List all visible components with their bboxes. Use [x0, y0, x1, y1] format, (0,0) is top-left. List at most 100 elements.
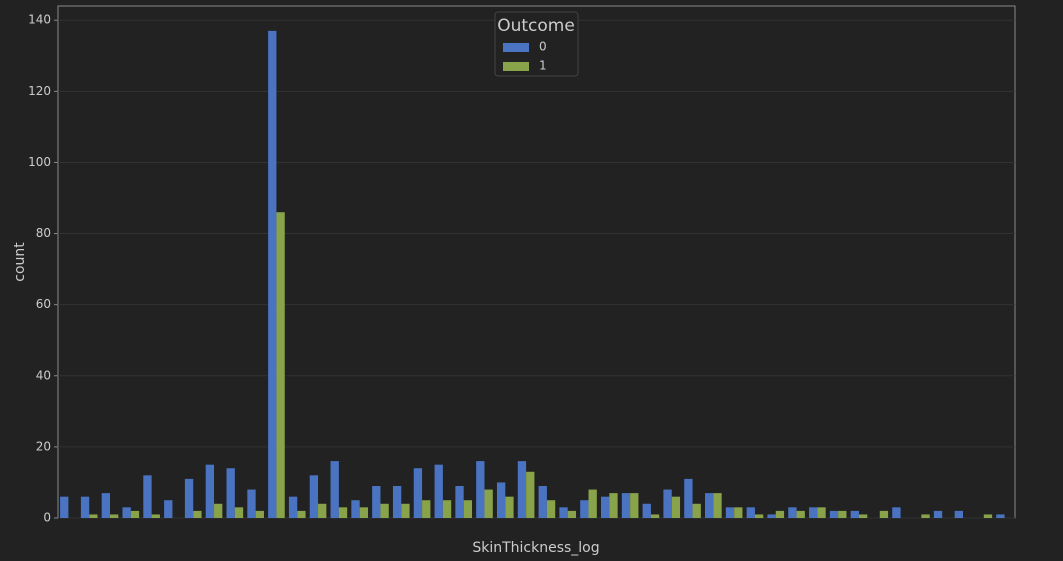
y-axis-label: count	[12, 242, 28, 282]
bar	[80, 496, 90, 518]
bar	[442, 500, 452, 518]
bar	[858, 514, 868, 518]
bar	[609, 493, 618, 518]
bar	[276, 212, 285, 518]
bar	[788, 507, 797, 518]
bar	[496, 482, 506, 518]
bar	[372, 486, 381, 518]
bar	[401, 503, 410, 518]
bar	[476, 461, 485, 518]
bar	[505, 496, 514, 518]
bar	[526, 471, 535, 518]
bar	[983, 514, 993, 518]
bar	[684, 478, 693, 518]
bar	[89, 514, 98, 518]
bar	[588, 489, 597, 518]
y-tick-label: 0	[43, 511, 51, 525]
bar	[130, 510, 140, 518]
legend-label: 1	[539, 59, 547, 73]
bar	[143, 475, 152, 518]
bar	[713, 493, 722, 518]
bar	[809, 507, 818, 518]
bar	[630, 493, 639, 518]
bar	[692, 503, 701, 518]
bar	[850, 510, 859, 518]
bar	[164, 500, 173, 518]
bar	[110, 514, 119, 518]
bar	[122, 507, 131, 518]
bar	[650, 514, 660, 518]
bar	[297, 510, 306, 518]
bar	[351, 500, 360, 518]
bar	[838, 510, 847, 518]
bar	[247, 489, 256, 518]
plot-frame	[57, 5, 1016, 519]
bar	[829, 510, 839, 518]
bar	[455, 486, 464, 518]
bar	[422, 500, 431, 518]
bar	[214, 503, 223, 518]
bar	[517, 461, 527, 518]
bar	[338, 507, 348, 518]
bar	[101, 493, 111, 518]
bar	[151, 514, 160, 518]
bar	[413, 468, 423, 518]
bar	[184, 478, 194, 518]
legend-swatch	[503, 43, 529, 52]
bar	[734, 507, 743, 518]
legend-swatch	[503, 62, 529, 71]
bar	[484, 489, 493, 518]
bar	[933, 510, 943, 518]
bar	[392, 486, 402, 518]
bar	[60, 496, 69, 518]
bar	[309, 475, 319, 518]
bar	[330, 461, 339, 518]
bar	[663, 489, 672, 518]
legend-label: 0	[539, 40, 547, 54]
bar	[255, 510, 264, 518]
bar	[268, 30, 277, 519]
bar	[288, 496, 298, 518]
bar	[775, 510, 785, 518]
bar	[567, 510, 577, 518]
bar	[996, 514, 1005, 518]
bar	[954, 510, 963, 518]
y-tick-label: 100	[28, 155, 51, 169]
bar	[767, 514, 776, 518]
bar	[380, 503, 389, 518]
bar	[754, 514, 764, 518]
bar	[546, 500, 556, 518]
y-tick-label: 140	[28, 13, 51, 27]
y-tick-label: 80	[36, 226, 51, 240]
bar	[796, 510, 805, 518]
y-tick-label: 40	[36, 368, 51, 382]
bar	[671, 496, 681, 518]
bar	[642, 503, 651, 518]
bar	[879, 510, 889, 518]
bar	[600, 496, 610, 518]
bar	[892, 507, 901, 518]
bar	[234, 507, 244, 518]
bar	[205, 464, 215, 518]
bar	[921, 514, 930, 518]
bar	[226, 468, 235, 518]
legend-box	[494, 11, 579, 77]
legend-title: Outcome	[497, 16, 575, 36]
bar	[725, 507, 735, 518]
y-tick-label: 20	[36, 439, 51, 453]
bar	[621, 493, 631, 518]
bar	[538, 486, 547, 518]
bar	[559, 507, 568, 518]
bar	[318, 503, 327, 518]
bar	[434, 464, 443, 518]
bar	[705, 493, 714, 518]
bar	[193, 510, 202, 518]
y-tick-label: 60	[36, 297, 51, 311]
y-tick-label: 120	[28, 84, 51, 98]
bar	[359, 507, 368, 518]
bar	[817, 507, 826, 518]
bar	[746, 507, 755, 518]
bar	[463, 500, 473, 518]
x-axis-label: SkinThickness_log	[472, 540, 599, 556]
